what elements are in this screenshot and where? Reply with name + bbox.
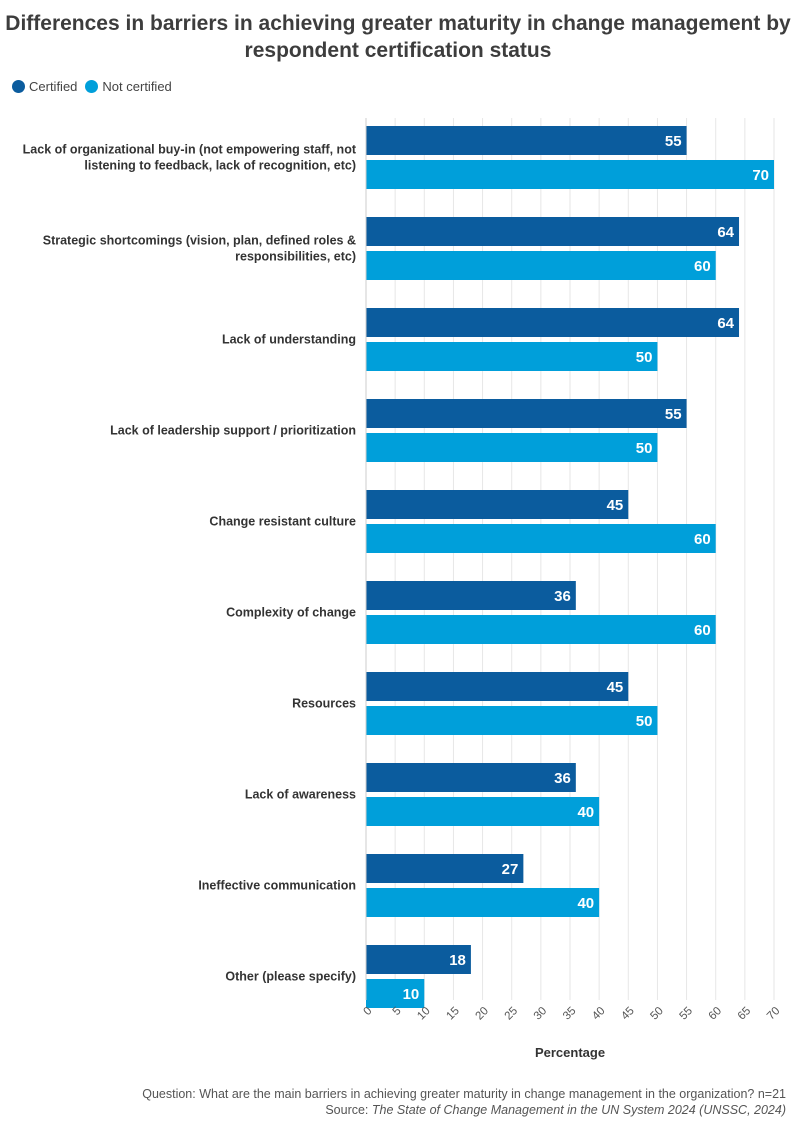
x-tick-label-35: 35 (561, 1005, 579, 1023)
bar-certified-1 (366, 217, 740, 246)
bar-certified-9 (366, 945, 471, 974)
legend-item-certified[interactable]: Certified (12, 79, 77, 94)
category-label-2: Lack of understanding (222, 333, 356, 347)
bar-certified-6 (366, 672, 629, 701)
category-label-0: Lack of organizational buy-in (not empow… (23, 143, 357, 173)
bar-certified-0 (366, 126, 687, 155)
x-tick-label-65: 65 (736, 1005, 754, 1023)
x-tick-label-30: 30 (532, 1005, 550, 1023)
bar-not-certified-8 (366, 888, 600, 917)
data-label-not-certified-6: 50 (636, 713, 653, 730)
x-tick-label-40: 40 (590, 1005, 608, 1023)
x-tick-label-45: 45 (619, 1005, 637, 1023)
data-label-certified-1: 64 (717, 224, 734, 241)
bar-chart: Lack of organizational buy-in (not empow… (23, 118, 783, 1060)
x-tick-label-50: 50 (648, 1005, 666, 1023)
data-label-certified-5: 36 (554, 588, 571, 605)
data-label-not-certified-7: 40 (577, 804, 594, 821)
legend-item-not-certified[interactable]: Not certified (85, 79, 172, 94)
bar-not-certified-0 (366, 160, 774, 189)
x-tick-label-55: 55 (678, 1005, 696, 1023)
data-label-certified-7: 36 (554, 770, 571, 787)
bar-certified-2 (366, 308, 740, 337)
data-label-certified-6: 45 (607, 679, 624, 696)
source-title: The State of Change Management in the UN… (371, 1103, 786, 1117)
data-label-not-certified-2: 50 (636, 349, 653, 366)
category-label-6: Resources (292, 697, 356, 711)
data-label-not-certified-8: 40 (577, 895, 594, 912)
footer-question: Question: What are the main barriers in … (142, 1087, 786, 1101)
data-label-not-certified-1: 60 (694, 258, 711, 275)
category-label-3: Lack of leadership support / prioritizat… (110, 424, 356, 438)
data-label-certified-9: 18 (449, 952, 466, 969)
x-tick-label-15: 15 (444, 1005, 462, 1023)
data-label-not-certified-4: 60 (694, 531, 711, 548)
bar-certified-8 (366, 854, 524, 883)
category-label-1: Strategic shortcomings (vision, plan, de… (43, 234, 356, 264)
legend-label-not-certified: Not certified (102, 79, 172, 94)
bar-not-certified-1 (366, 251, 716, 280)
x-tick-label-20: 20 (474, 1005, 492, 1023)
category-label-9: Other (please specify) (225, 970, 356, 984)
bar-certified-7 (366, 763, 576, 792)
bar-not-certified-5 (366, 615, 716, 644)
category-label-7: Lack of awareness (245, 788, 356, 802)
data-label-not-certified-5: 60 (694, 622, 711, 639)
source-prefix: Source: (325, 1103, 372, 1117)
bar-not-certified-9 (366, 979, 425, 1008)
legend-swatch-not-certified (85, 80, 99, 93)
category-label-8: Ineffective communication (198, 879, 356, 893)
bar-not-certified-2 (366, 342, 658, 371)
data-label-not-certified-0: 70 (752, 167, 769, 184)
bar-certified-4 (366, 490, 629, 519)
chart-title: Differences in barriers in achieving gre… (5, 12, 791, 62)
data-label-certified-0: 55 (665, 133, 682, 150)
data-label-certified-3: 55 (665, 406, 682, 423)
data-label-certified-4: 45 (607, 497, 624, 514)
bar-not-certified-3 (366, 433, 658, 462)
bar-certified-3 (366, 399, 687, 428)
x-axis-title: Percentage (535, 1045, 605, 1060)
data-label-certified-2: 64 (717, 315, 734, 332)
bar-not-certified-7 (366, 797, 600, 826)
legend-label-certified: Certified (29, 79, 78, 94)
bar-certified-5 (366, 581, 576, 610)
bar-not-certified-4 (366, 524, 716, 553)
data-label-not-certified-9: 10 (403, 986, 420, 1003)
x-tick-label-70: 70 (765, 1005, 783, 1023)
data-label-not-certified-3: 50 (636, 440, 653, 457)
chart-footer: Question: What are the main barriers in … (142, 1086, 786, 1118)
footer-source: Source: The State of Change Management i… (142, 1102, 786, 1118)
bar-not-certified-6 (366, 706, 658, 735)
x-tick-label-25: 25 (503, 1005, 521, 1023)
category-label-5: Complexity of change (226, 606, 356, 620)
data-label-certified-8: 27 (502, 861, 519, 878)
legend: Certified Not certified (12, 79, 180, 94)
legend-swatch-certified (12, 80, 25, 93)
x-tick-label-60: 60 (707, 1005, 725, 1023)
category-label-4: Change resistant culture (209, 515, 356, 529)
